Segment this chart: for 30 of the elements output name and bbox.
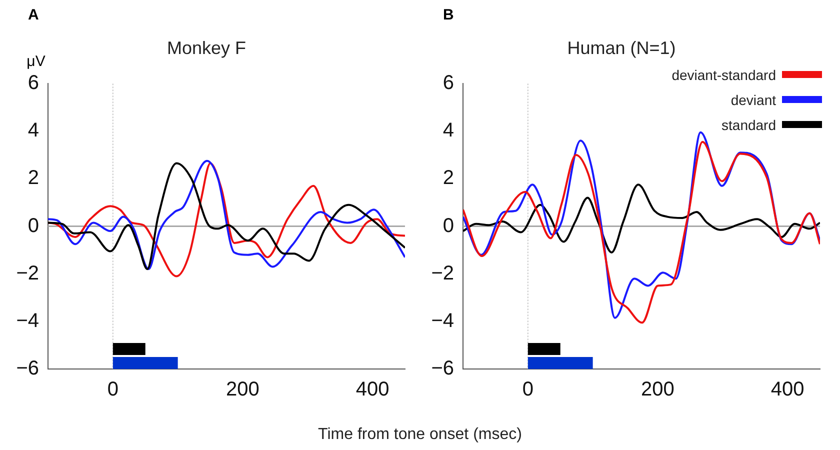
y-axis-title: μV <box>26 53 46 70</box>
chart-title: Monkey F <box>166 38 246 58</box>
legend-label: deviant-standard <box>672 66 776 82</box>
x-axis-title: Time from tone onset (msec) <box>317 426 523 444</box>
text: A <box>28 6 39 24</box>
y-tick-label: −4 <box>431 310 454 332</box>
y-tick-label: 6 <box>28 72 39 94</box>
y-tick-label: 4 <box>442 120 454 142</box>
legend-label: standard <box>722 116 776 132</box>
y-tick-label: −6 <box>16 358 39 380</box>
x-tick-label: 200 <box>226 378 260 401</box>
text: B <box>443 6 454 24</box>
legend-label: deviant <box>730 92 776 108</box>
line-series <box>463 184 820 254</box>
x-tick-label: 400 <box>356 378 390 401</box>
x-tick-label: 400 <box>770 378 804 401</box>
y-tick-label: −2 <box>431 262 454 284</box>
y-tick-label: −6 <box>431 358 454 380</box>
y-tick-label: 2 <box>28 167 39 190</box>
y-tick-label: 0 <box>442 214 454 237</box>
y-tick-label: −4 <box>16 310 39 332</box>
x-tick-label: 200 <box>641 378 674 401</box>
y-tick-label: 0 <box>28 214 39 237</box>
x-tick-label: 0 <box>107 378 118 401</box>
y-tick-label: 4 <box>28 120 39 142</box>
y-tick-label: 2 <box>442 167 454 190</box>
chart-title: Human (N=1) <box>567 38 676 58</box>
x-tick-label: 0 <box>522 378 534 401</box>
y-tick-label: 6 <box>442 72 454 94</box>
y-tick-label: −2 <box>16 262 39 284</box>
